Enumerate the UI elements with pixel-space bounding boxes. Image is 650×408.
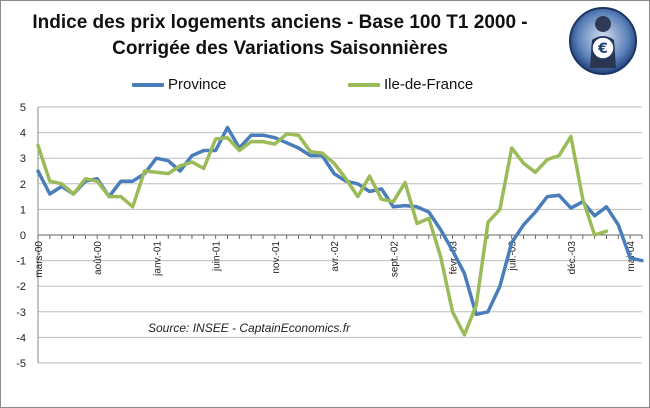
y-tick-label: 2 [20,179,26,191]
x-tick-label: juin-01 [212,241,223,272]
y-tick-label: 0 [20,230,26,242]
y-tick-label: 3 [20,153,26,165]
y-tick-label: -3 [16,307,26,319]
series-line-ile-de-france [36,132,609,337]
x-tick-label: mars-00 [34,241,45,278]
series-line-province [36,125,644,317]
x-tick-label: déc.-03 [567,241,578,275]
x-tick-label: févr.-03 [449,241,460,275]
x-tick-label: avr.-02 [330,241,341,272]
y-tick-label: -4 [16,332,26,344]
source-note: Source: INSEE - CaptainEconomics.fr [148,321,351,335]
legend: Province Ile-de-France [0,76,650,98]
legend-item-province: Province [132,76,226,93]
y-tick-label: 1 [20,204,26,216]
x-tick-label: janv.-01 [152,241,163,277]
legend-swatch-ile-de-france [348,82,380,87]
x-tick-label: août-00 [93,241,104,275]
y-tick-label: -5 [16,358,26,370]
legend-swatch-province [132,82,164,87]
y-tick-label: -2 [16,281,26,293]
chart-title-line-2: Corrigée des Variations Saisonnières [112,38,448,59]
legend-label-ile-de-france: Ile-de-France [384,76,474,93]
chart-title-line-1: Indice des prix logements anciens - Base… [32,12,528,33]
chart-title: Indice des prix logements anciens - Base… [0,10,560,62]
svg-text:€: € [597,41,608,57]
x-tick-label: juil.-03 [508,241,519,272]
x-tick-label: nov.-01 [271,241,282,274]
x-tick-label: mai-04 [626,241,637,272]
legend-item-ile-de-france: Ile-de-France [348,76,473,93]
captain-economics-logo: € [569,7,637,75]
y-tick-label: 5 [20,102,26,114]
x-tick-label: sept.-02 [389,241,400,278]
legend-label-province: Province [168,76,227,93]
y-tick-label: 4 [20,128,26,140]
y-tick-label: -1 [16,256,26,268]
